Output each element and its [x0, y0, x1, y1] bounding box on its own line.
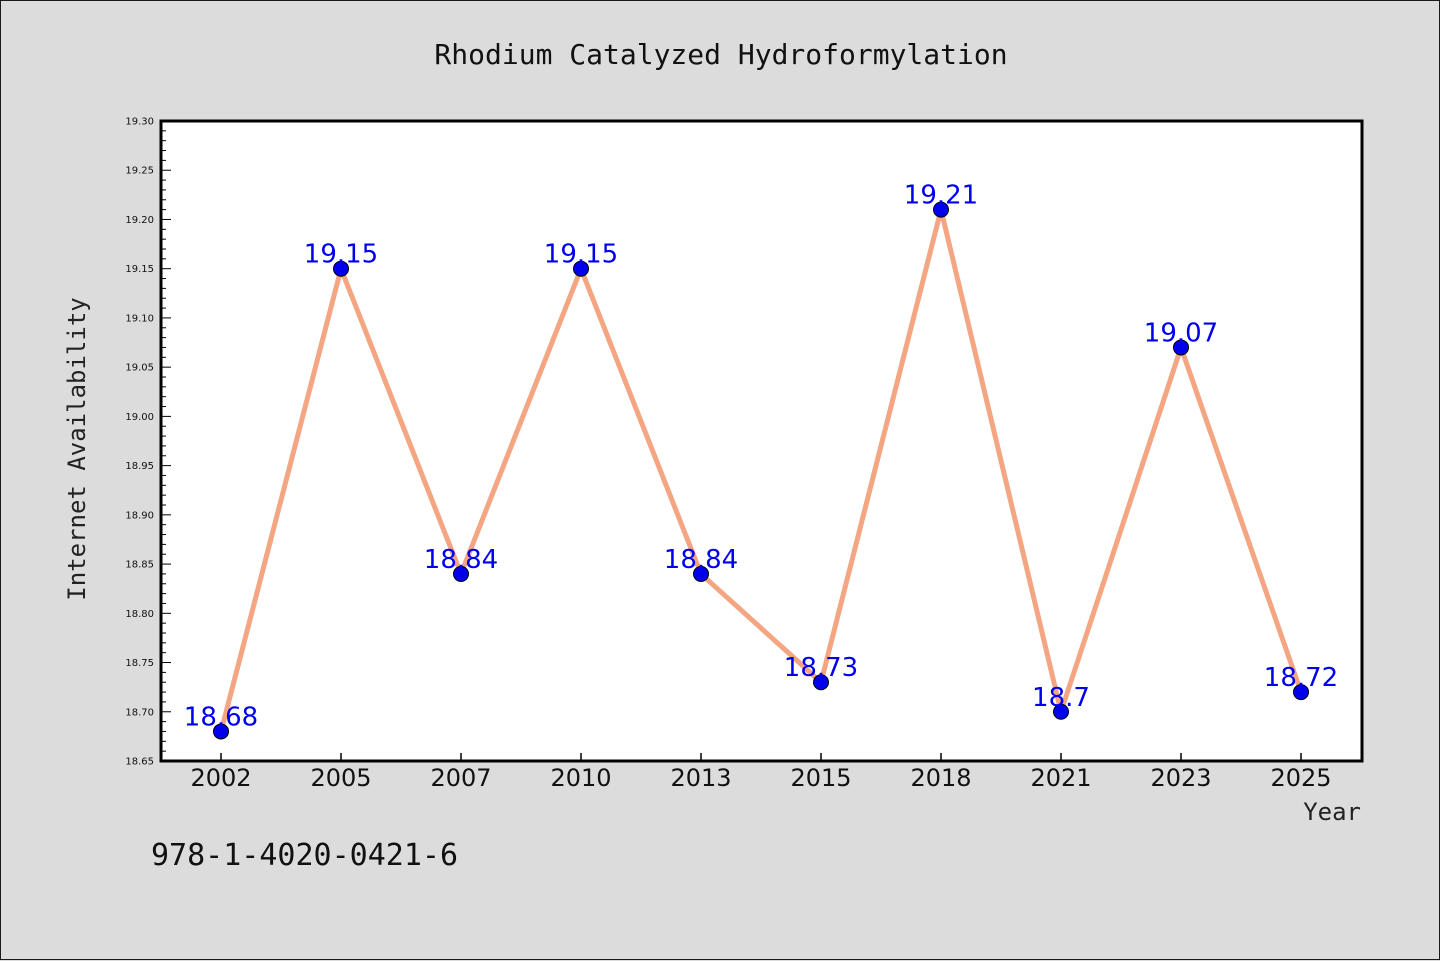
x-tick-label: 2007 — [430, 764, 491, 792]
data-label: 18.73 — [784, 653, 858, 683]
data-label: 18.84 — [424, 545, 498, 575]
plot-border — [159, 119, 1364, 763]
y-tick-label: 18.80 — [125, 609, 154, 620]
data-label-layer: 18.68 19.15 18.84 19.15 18.84 18.73 19.21 18.7 1… — [184, 181, 1338, 733]
data-point — [1293, 684, 1309, 701]
series-layer — [213, 201, 1309, 740]
x-tick-label: 2013 — [670, 764, 731, 792]
isbn-text: 978-1-4020-0421-6 — [151, 838, 458, 873]
y-tick-label: 18.90 — [125, 510, 154, 521]
data-point — [1053, 703, 1069, 720]
y-tick-label: 18.70 — [125, 707, 154, 718]
data-point — [693, 565, 709, 582]
data-point — [333, 260, 349, 277]
series-line — [218, 207, 1304, 734]
x-tick-label: 2015 — [790, 764, 851, 792]
data-point — [453, 565, 469, 582]
data-label: 19.15 — [304, 240, 378, 270]
x-axis: 2002 2005 2007 2010 2013 2015 2018 2021 2023 2025 — [190, 753, 1332, 792]
data-point — [1173, 339, 1189, 356]
data-point — [933, 201, 949, 218]
y-tick-label: 18.75 — [125, 658, 154, 669]
data-label: 19.21 — [904, 181, 978, 211]
chart-title: Rhodium Catalyzed Hydroformylation — [434, 38, 1007, 71]
x-tick-label: 2023 — [1150, 764, 1211, 792]
y-tick-label: 19.25 — [125, 166, 154, 177]
y-tick-label: 19.15 — [125, 264, 154, 275]
data-point — [813, 674, 829, 691]
y-tick-label: 19.30 — [125, 117, 154, 128]
data-label: 19.07 — [1144, 318, 1218, 348]
x-tick-label: 2021 — [1030, 764, 1091, 792]
y-tick-label: 19.20 — [125, 215, 154, 226]
y-axis-label: Internet Availability — [63, 297, 91, 600]
data-label: 19.15 — [544, 240, 618, 270]
y-tick-label: 18.85 — [125, 560, 154, 571]
x-tick-label: 2025 — [1270, 764, 1331, 792]
y-tick-label: 18.95 — [125, 461, 154, 472]
x-tick-label: 2002 — [190, 764, 251, 792]
x-tick-label: 2010 — [550, 764, 611, 792]
data-label: 18.7 — [1032, 683, 1090, 713]
data-point — [213, 723, 229, 740]
y-axis: 18.65 18.70 18.75 18.80 18.85 18.90 18.95 19.00… — [125, 117, 171, 768]
x-axis-label: Year — [1303, 798, 1361, 826]
data-point — [573, 260, 589, 277]
x-tick-label: 2018 — [910, 764, 971, 792]
x-tick-label: 2005 — [310, 764, 371, 792]
data-label: 18.68 — [184, 702, 258, 732]
data-label: 18.84 — [664, 545, 738, 575]
y-tick-label: 18.65 — [125, 757, 154, 768]
data-label: 18.72 — [1264, 663, 1338, 693]
y-tick-label: 19.10 — [125, 313, 154, 324]
y-tick-label: 19.05 — [125, 363, 154, 374]
y-tick-label: 19.00 — [125, 412, 154, 423]
plot-area — [161, 121, 1362, 761]
